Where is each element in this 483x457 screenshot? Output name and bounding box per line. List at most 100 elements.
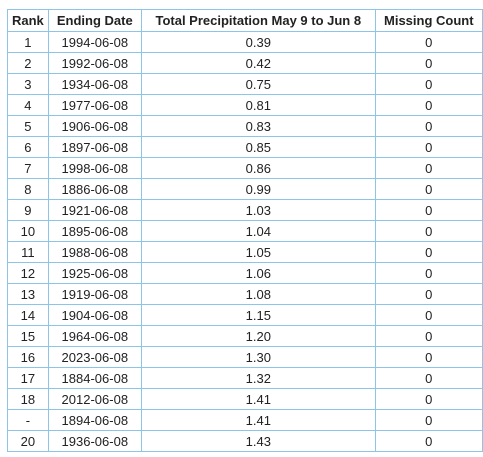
table-row: 7 1998-06-08 0.86 0 — [7, 157, 483, 179]
rank-cell: 5 — [7, 115, 49, 137]
date-cell: 1904-06-08 — [47, 304, 142, 326]
missing-count-cell: 0 — [374, 262, 483, 284]
rank-cell: 6 — [7, 136, 49, 158]
date-cell: 1998-06-08 — [47, 157, 142, 179]
table-row: 9 1921-06-08 1.03 0 — [7, 199, 483, 221]
date-cell: 1906-06-08 — [47, 115, 142, 137]
date-cell: 1886-06-08 — [47, 178, 142, 200]
missing-count-cell: 0 — [374, 136, 483, 158]
table-row: 16 2023-06-08 1.30 0 — [7, 346, 483, 368]
date-cell: 1897-06-08 — [47, 136, 142, 158]
rank-cell: 14 — [7, 304, 49, 326]
table-row: 2 1992-06-08 0.42 0 — [7, 52, 483, 74]
precipitation-cell: 1.05 — [140, 241, 376, 263]
missing-count-cell: 0 — [374, 346, 483, 368]
missing-count-cell: 0 — [374, 388, 483, 410]
date-cell: 2012-06-08 — [47, 388, 142, 410]
missing-count-cell: 0 — [374, 178, 483, 200]
precipitation-cell: 0.39 — [140, 31, 376, 53]
date-cell: 1921-06-08 — [47, 199, 142, 221]
rank-cell: 1 — [7, 31, 49, 53]
date-cell: 1895-06-08 — [47, 220, 142, 242]
date-cell: 1994-06-08 — [47, 31, 142, 53]
rank-cell: 2 — [7, 52, 49, 74]
table-row: 11 1988-06-08 1.05 0 — [7, 241, 483, 263]
precipitation-cell: 1.30 — [140, 346, 376, 368]
precipitation-cell: 0.99 — [140, 178, 376, 200]
rank-cell: - — [7, 409, 49, 431]
table-row: 5 1906-06-08 0.83 0 — [7, 115, 483, 137]
table-row: 3 1934-06-08 0.75 0 — [7, 73, 483, 95]
header-row: Rank Ending Date Total Precipitation May 9… — [7, 9, 483, 32]
missing-count-cell: 0 — [374, 367, 483, 389]
precipitation-cell: 1.04 — [140, 220, 376, 242]
rank-cell: 13 — [7, 283, 49, 305]
precipitation-cell: 1.15 — [140, 304, 376, 326]
precipitation-cell: 0.83 — [140, 115, 376, 137]
table-row: 13 1919-06-08 1.08 0 — [7, 283, 483, 305]
date-cell: 1964-06-08 — [47, 325, 142, 347]
date-cell: 1992-06-08 — [47, 52, 142, 74]
table-row: 4 1977-06-08 0.81 0 — [7, 94, 483, 116]
date-cell: 1934-06-08 — [47, 73, 142, 95]
table-row: 6 1897-06-08 0.85 0 — [7, 136, 483, 158]
column-header: Total Precipitation May 9 to Jun 8 — [140, 9, 376, 32]
missing-count-cell: 0 — [374, 409, 483, 431]
date-cell: 1977-06-08 — [47, 94, 142, 116]
date-cell: 1919-06-08 — [47, 283, 142, 305]
table-row: 20 1936-06-08 1.43 0 — [7, 430, 483, 452]
date-cell: 1894-06-08 — [47, 409, 142, 431]
rank-cell: 16 — [7, 346, 49, 368]
missing-count-cell: 0 — [374, 220, 483, 242]
date-cell: 1988-06-08 — [47, 241, 142, 263]
missing-count-cell: 0 — [374, 52, 483, 74]
precipitation-cell: 1.41 — [140, 388, 376, 410]
table-row: -1894-06-08 1.41 0 — [7, 409, 483, 431]
precipitation-cell: 1.03 — [140, 199, 376, 221]
table-body: 1 1994-06-08 0.39 0 2 1992-06-08 0.42 0 3 1934-06… — [7, 31, 483, 452]
table-container: Rank Ending Date Total Precipitation May 9… — [7, 9, 483, 452]
missing-count-cell: 0 — [374, 31, 483, 53]
table-row: 8 1886-06-08 0.99 0 — [7, 178, 483, 200]
column-header: Ending Date — [47, 9, 142, 32]
date-cell: 2023-06-08 — [47, 346, 142, 368]
missing-count-cell: 0 — [374, 73, 483, 95]
date-cell: 1925-06-08 — [47, 262, 142, 284]
precipitation-cell: 1.08 — [140, 283, 376, 305]
column-header: Missing Count — [374, 9, 483, 32]
missing-count-cell: 0 — [374, 325, 483, 347]
date-cell: 1884-06-08 — [47, 367, 142, 389]
table-row: 15 1964-06-08 1.20 0 — [7, 325, 483, 347]
precipitation-cell: 0.81 — [140, 94, 376, 116]
precipitation-cell: 0.86 — [140, 157, 376, 179]
table-row: 1 1994-06-08 0.39 0 — [7, 31, 483, 53]
precipitation-cell: 1.43 — [140, 430, 376, 452]
column-header: Rank — [7, 9, 49, 32]
missing-count-cell: 0 — [374, 199, 483, 221]
rank-cell: 20 — [7, 430, 49, 452]
precipitation-cell: 1.20 — [140, 325, 376, 347]
rank-cell: 11 — [7, 241, 49, 263]
missing-count-cell: 0 — [374, 94, 483, 116]
missing-count-cell: 0 — [374, 157, 483, 179]
missing-count-cell: 0 — [374, 241, 483, 263]
rank-cell: 10 — [7, 220, 49, 242]
rank-cell: 4 — [7, 94, 49, 116]
missing-count-cell: 0 — [374, 430, 483, 452]
precipitation-cell: 1.06 — [140, 262, 376, 284]
table-row: 14 1904-06-08 1.15 0 — [7, 304, 483, 326]
precipitation-cell: 0.75 — [140, 73, 376, 95]
table-row: 17 1884-06-08 1.32 0 — [7, 367, 483, 389]
precipitation-cell: 0.42 — [140, 52, 376, 74]
rank-cell: 8 — [7, 178, 49, 200]
table-row: 18 2012-06-08 1.41 0 — [7, 388, 483, 410]
missing-count-cell: 0 — [374, 115, 483, 137]
rank-cell: 15 — [7, 325, 49, 347]
missing-count-cell: 0 — [374, 304, 483, 326]
date-cell: 1936-06-08 — [47, 430, 142, 452]
rank-cell: 12 — [7, 262, 49, 284]
precipitation-table: Rank Ending Date Total Precipitation May 9… — [7, 9, 483, 452]
table-row: 12 1925-06-08 1.06 0 — [7, 262, 483, 284]
rank-cell: 3 — [7, 73, 49, 95]
rank-cell: 7 — [7, 157, 49, 179]
